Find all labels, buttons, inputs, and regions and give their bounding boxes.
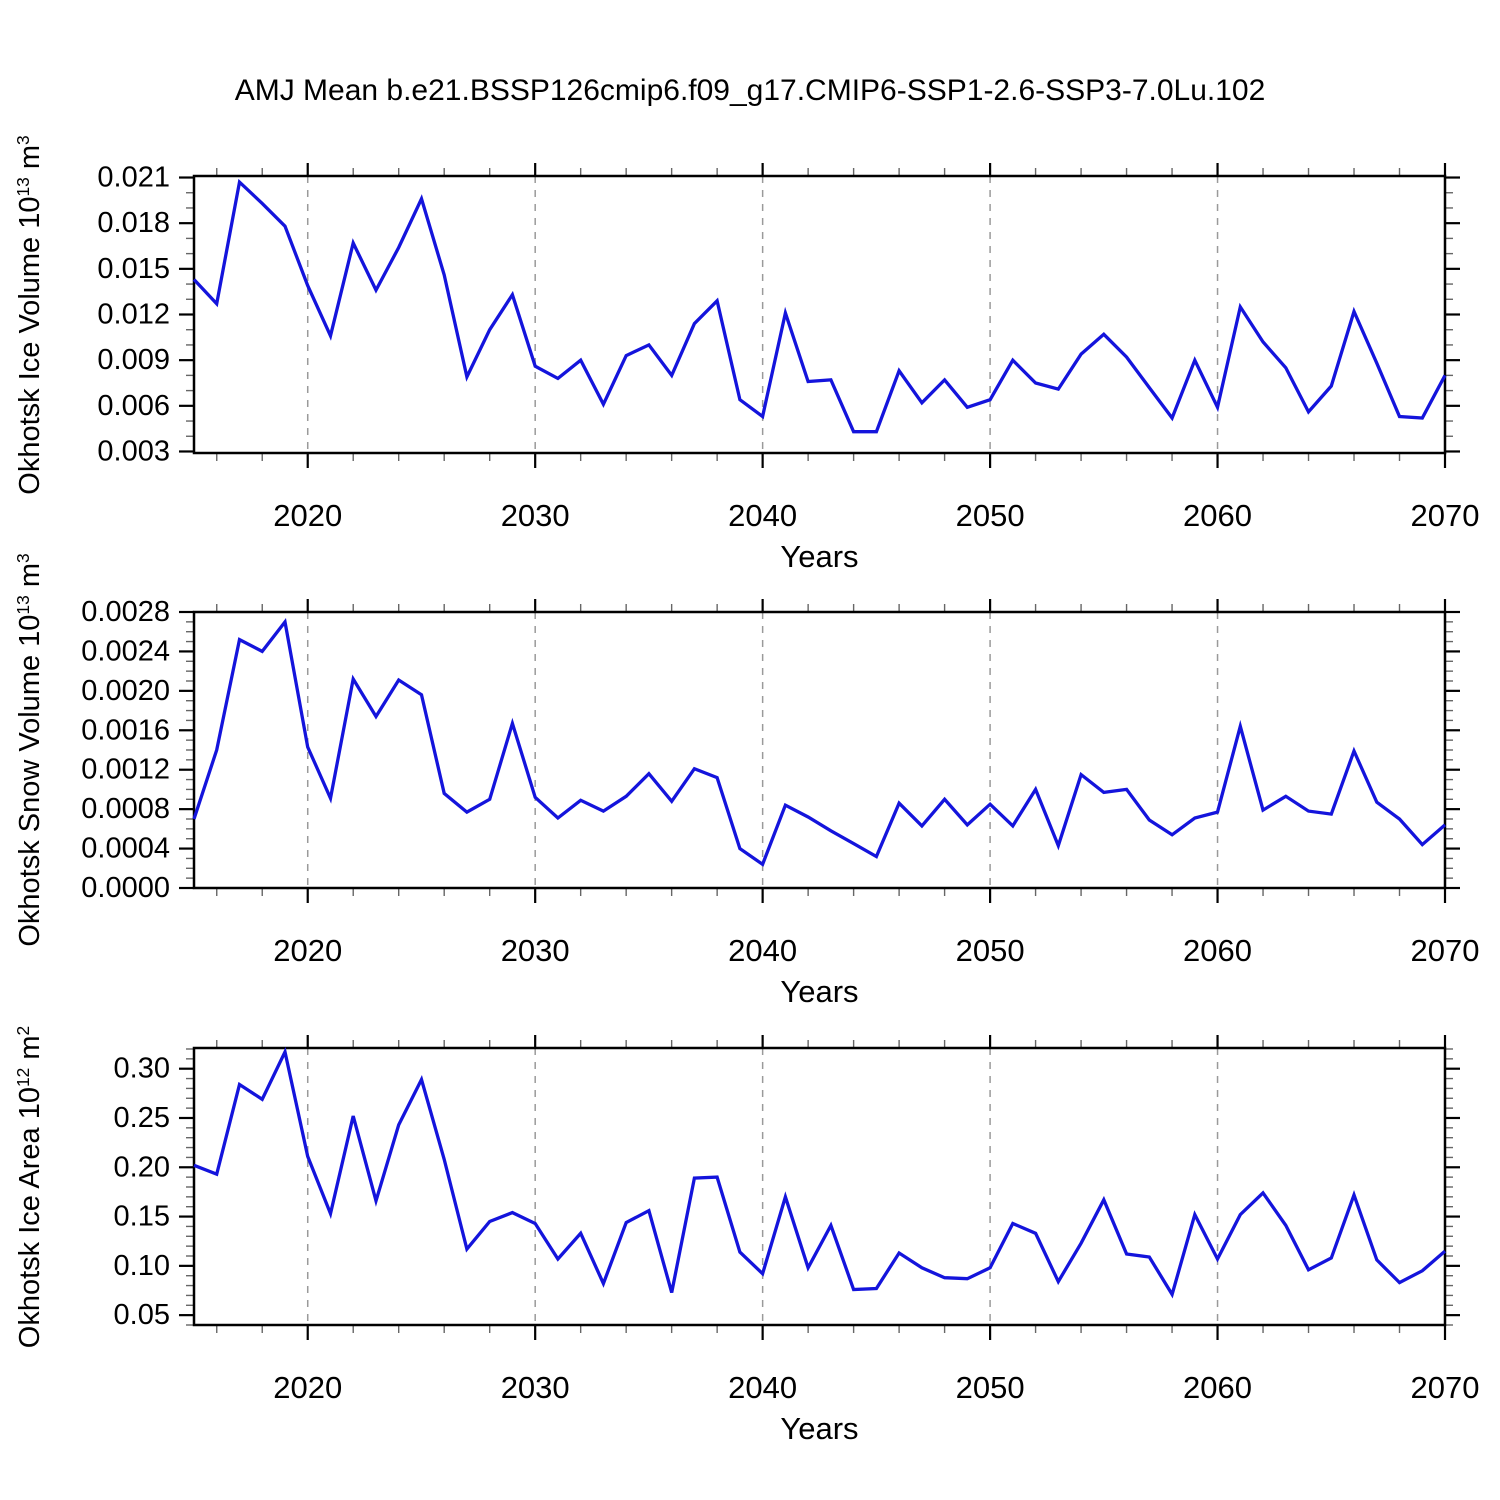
x-tick-label: 2070 xyxy=(1411,1370,1480,1405)
x-tick-label: 2060 xyxy=(1183,933,1252,968)
y-tick-label: 0.10 xyxy=(114,1250,170,1282)
okhotsk-snow-volume-line xyxy=(192,617,1447,867)
y-tick-label: 0.0028 xyxy=(81,596,170,628)
y-tick-label: 0.25 xyxy=(114,1102,170,1134)
x-tick-label: 2040 xyxy=(728,498,797,533)
x-tick-label: 2060 xyxy=(1183,498,1252,533)
x-axis-title: Years xyxy=(780,974,858,1009)
x-tick-label: 2050 xyxy=(956,498,1025,533)
x-tick-label: 2020 xyxy=(273,933,342,968)
y-tick-label: 0.0004 xyxy=(81,833,170,865)
x-axis-title: Years xyxy=(780,539,858,574)
y-tick-label: 0.018 xyxy=(97,207,170,239)
x-tick-label: 2020 xyxy=(273,1370,342,1405)
figure-title: AMJ Mean b.e21.BSSP126cmip6.f09_g17.CMIP… xyxy=(234,74,1266,107)
x-axis-title: Years xyxy=(780,1411,858,1446)
y-tick-label: 0.0024 xyxy=(81,635,170,667)
y-tick-label: 0.015 xyxy=(97,253,170,285)
y-tick-label: 0.05 xyxy=(114,1299,170,1331)
x-tick-label: 2030 xyxy=(501,933,570,968)
y-axis-title-snow-volume: Okhotsk Snow Volume 1013 m3 xyxy=(13,553,46,947)
y-tick-label: 0.003 xyxy=(97,435,170,467)
y-tick-label: 0.006 xyxy=(97,390,170,422)
x-tick-label: 2050 xyxy=(956,1370,1025,1405)
x-tick-label: 2070 xyxy=(1411,498,1480,533)
x-tick-label: 2040 xyxy=(728,933,797,968)
y-tick-label: 0.20 xyxy=(114,1151,170,1183)
y-axis-title-ice-volume: Okhotsk Ice Volume 1013 m3 xyxy=(13,134,46,495)
x-tick-label: 2060 xyxy=(1183,1370,1252,1405)
y-tick-label: 0.009 xyxy=(97,344,170,376)
y-tick-label: 0.012 xyxy=(97,299,170,331)
x-tick-label: 2030 xyxy=(501,1370,570,1405)
okhotsk-ice-volume-line xyxy=(192,178,1447,434)
x-tick-label: 2020 xyxy=(273,498,342,533)
y-tick-label: 0.021 xyxy=(97,162,170,194)
y-tick-label: 0.15 xyxy=(114,1201,170,1233)
x-tick-label: 2050 xyxy=(956,933,1025,968)
x-tick-label: 2030 xyxy=(501,498,570,533)
y-tick-label: 0.0016 xyxy=(81,714,170,746)
y-axis-title-ice-area: Okhotsk Ice Area 1012 m2 xyxy=(13,1025,46,1348)
y-tick-label: 0.0012 xyxy=(81,754,170,786)
y-tick-label: 0.0008 xyxy=(81,793,170,825)
y-tick-label: 0.30 xyxy=(114,1053,170,1085)
x-tick-label: 2040 xyxy=(728,1370,797,1405)
okhotsk-ice-area-line xyxy=(193,1046,1447,1299)
x-tick-label: 2070 xyxy=(1411,933,1480,968)
y-tick-label: 0.0020 xyxy=(81,675,170,707)
y-tick-label: 0.0000 xyxy=(81,872,170,904)
